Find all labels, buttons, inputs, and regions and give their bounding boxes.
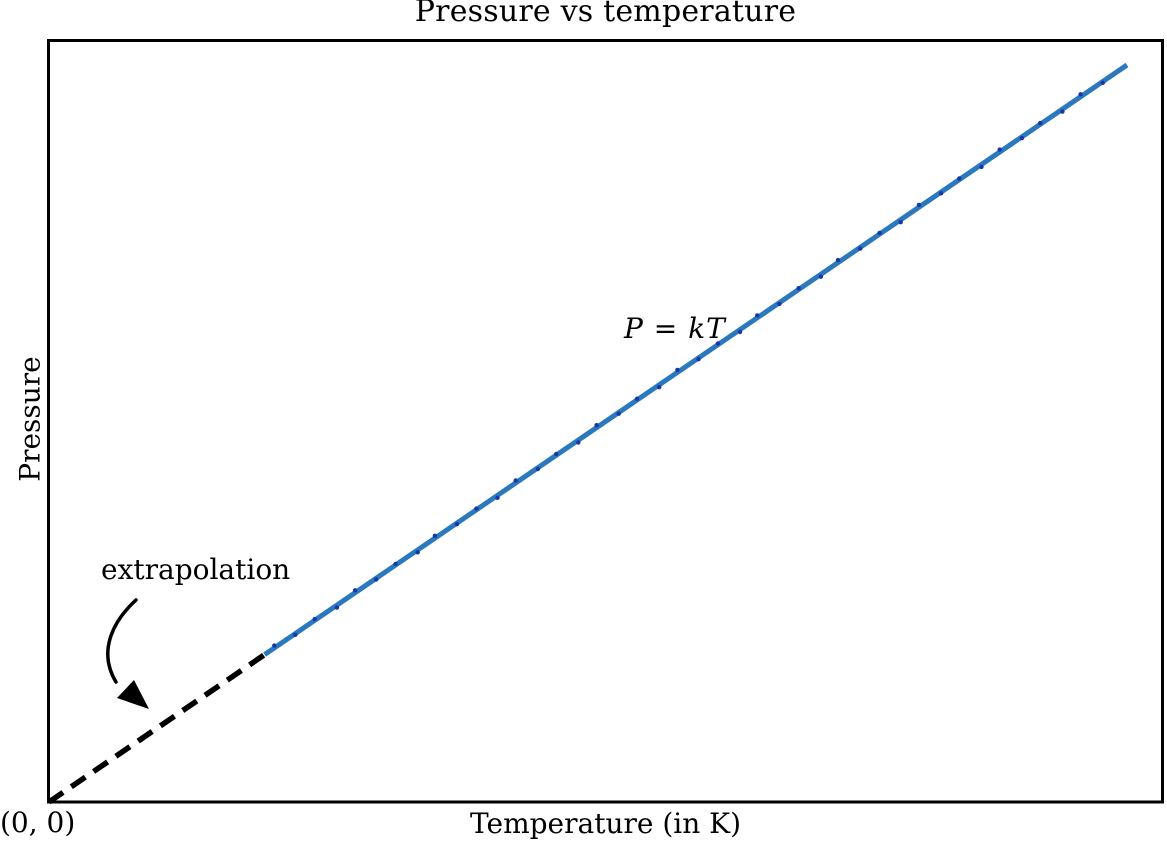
line-series-group xyxy=(47,62,1129,805)
data-point-dot xyxy=(755,313,760,318)
extrapolation-arrowhead xyxy=(117,680,149,709)
data-point-dot xyxy=(1078,92,1083,97)
data-point-dot xyxy=(1100,80,1106,86)
data-point-dot xyxy=(576,440,581,445)
data-point-dot xyxy=(272,643,277,648)
data-point-dot xyxy=(594,423,599,428)
data-point-dot xyxy=(877,230,882,236)
data-point-dot xyxy=(898,220,903,225)
data-point-dot xyxy=(454,522,460,527)
data-point-dot xyxy=(657,385,662,390)
data-point-dot xyxy=(1038,120,1043,126)
extrapolation-arrow xyxy=(106,598,149,709)
data-point-dot xyxy=(293,632,298,637)
data-point-dot xyxy=(432,533,438,538)
data-point-dot xyxy=(415,550,420,555)
data-point-dot xyxy=(1060,109,1065,114)
data-point-dot xyxy=(715,341,721,346)
data-point-dot xyxy=(997,147,1002,152)
data-point-dot xyxy=(979,164,984,170)
data-point-dot xyxy=(737,329,743,335)
data-point-dot xyxy=(796,286,801,291)
data-point-dot xyxy=(818,274,824,279)
data-point-dot xyxy=(312,616,317,622)
data-point-dot xyxy=(777,301,782,307)
data-point-dot xyxy=(634,396,640,401)
data-point-dot xyxy=(393,561,398,567)
data-point-dot xyxy=(535,466,541,472)
equation-label: P = kT xyxy=(624,312,726,345)
data-point-dot xyxy=(858,246,863,251)
extrapolation-dashed-line xyxy=(47,652,267,805)
chart-title: Pressure vs temperature xyxy=(414,0,797,29)
data-point-dot xyxy=(554,451,559,457)
data-point-dot xyxy=(374,577,379,582)
pkt-solid-line xyxy=(263,62,1129,657)
data-point-dot xyxy=(616,411,621,416)
data-point-dot xyxy=(696,357,701,362)
plot-border xyxy=(47,39,1164,804)
data-point-dot xyxy=(1019,135,1025,141)
data-point-dot xyxy=(495,495,500,500)
data-point-dot xyxy=(938,191,944,196)
extrapolation-arrow-curve xyxy=(106,598,138,684)
data-point-dot xyxy=(474,506,479,511)
x-axis-label: Temperature (in K) xyxy=(470,807,741,840)
y-axis-label: Pressure xyxy=(13,356,47,482)
data-point-dot xyxy=(835,257,841,263)
data-point-dot xyxy=(513,478,518,483)
data-point-dot xyxy=(334,605,340,610)
data-point-dot xyxy=(352,588,358,593)
data-point-dot xyxy=(675,367,680,373)
extrapolation-label: extrapolation xyxy=(101,553,291,586)
origin-label: (0, 0) xyxy=(0,806,76,839)
data-point-dot xyxy=(916,202,922,208)
data-point-dot xyxy=(957,176,962,181)
data-points-group xyxy=(272,80,1106,648)
